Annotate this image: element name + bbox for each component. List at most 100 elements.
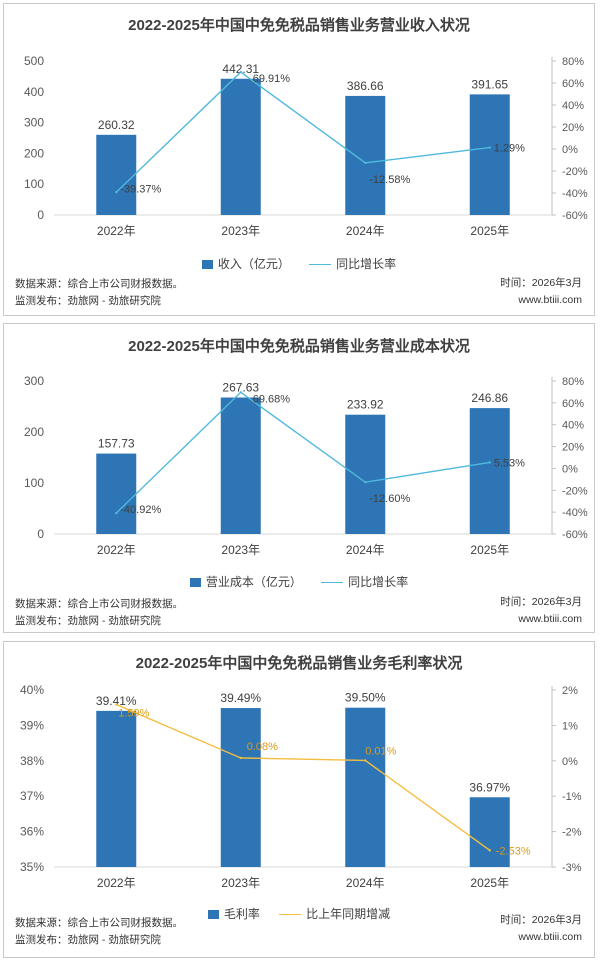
line-point	[364, 759, 367, 762]
line-point	[239, 70, 242, 74]
bar-value-label: 39.41%	[96, 694, 137, 708]
y-tick-label: 35%	[20, 860, 44, 874]
gross-margin-chart-panel: 40% 39% 38% 37% 36% 35% 2% 1% 0% -1% -2% -3% 39.41% 3…	[3, 641, 595, 958]
y-tick-label: 500	[24, 54, 44, 68]
legend-line-label: 同比增长率	[348, 575, 409, 589]
legend-line-label: 同比增长率	[336, 257, 397, 271]
bar-value-label: 442.31	[222, 62, 259, 76]
chart-legend: 毛利率 比上年同期增减	[4, 905, 594, 922]
site-line: www.btiii.com	[518, 931, 582, 943]
bar	[345, 414, 386, 534]
x-tick-label: 2024年	[346, 224, 385, 238]
line-value-label: 69.91%	[253, 73, 291, 85]
chart-legend: 收入（亿元） 同比增长率	[4, 255, 594, 272]
bar-value-label: 157.73	[98, 437, 135, 451]
line-series	[115, 391, 490, 514]
line-point	[488, 146, 491, 149]
bar	[96, 134, 137, 215]
line-value-label: -12.60%	[369, 493, 410, 505]
y-tick-label: 38%	[20, 754, 44, 768]
y-tick-label: 200	[24, 146, 44, 160]
y-tick-label: 200	[24, 425, 44, 439]
bar	[220, 708, 261, 867]
line-value-label: 69.68%	[253, 393, 291, 405]
line-value-label: 1.29%	[494, 143, 525, 155]
legend-item-line: 同比增长率	[321, 573, 408, 590]
bar	[469, 408, 510, 534]
y2-tick-label: 0%	[562, 756, 578, 768]
line-point	[364, 480, 367, 484]
x-tick-label: 2025年	[470, 224, 509, 238]
y-tick-label: 37%	[20, 789, 44, 803]
bar-value-label: 386.66	[347, 79, 384, 93]
y2-tick-label: 0%	[562, 463, 578, 475]
bar-value-label: 233.92	[347, 398, 384, 412]
x-tick-label: 2025年	[470, 876, 509, 890]
meta-note: 时间：2026年3月 www.btiii.com	[500, 275, 582, 309]
bar-value-label: 391.65	[471, 77, 508, 91]
date-line: 时间：2026年3月	[500, 596, 582, 608]
legend-line-swatch	[321, 582, 344, 584]
y2-tick-label: 80%	[562, 56, 584, 68]
y2-tick-label: 40%	[562, 420, 584, 432]
bar	[345, 95, 386, 215]
revenue-chart-panel: 500 400 300 200 100 0 80% 60% 40% 20% 0% -20% -40% -6…	[3, 3, 595, 316]
line-value-label: -2.53%	[496, 845, 531, 857]
y2-tick-label: 20%	[562, 122, 584, 134]
y2-tick-label: 40%	[562, 100, 584, 112]
y-tick-label: 100	[24, 476, 44, 490]
line-value-label: 0.01%	[365, 745, 396, 757]
cost-chart-panel: 300 200 100 0 80% 60% 40% 20% 0% -20% -40% -60% 157.…	[3, 323, 595, 633]
y-tick-label: 300	[24, 116, 44, 130]
bar-value-label: 39.50%	[345, 691, 386, 705]
line-value-label: -40.92%	[120, 504, 161, 516]
bar	[220, 397, 261, 534]
x-tick-label: 2024年	[346, 876, 385, 890]
x-tick-label: 2022年	[97, 543, 136, 557]
site-line: www.btiii.com	[518, 613, 582, 625]
site-line: www.btiii.com	[518, 294, 582, 306]
x-tick-label: 2024年	[346, 543, 385, 557]
bar-value-label: 36.97%	[469, 780, 510, 794]
y-tick-label: 400	[24, 85, 44, 99]
meta-note: 时间：2026年3月 www.btiii.com	[500, 912, 582, 946]
bar-value-label: 260.32	[98, 118, 135, 132]
line-point	[115, 191, 118, 194]
line-point	[488, 849, 491, 852]
line-point	[115, 511, 118, 515]
line-value-label: 5.53%	[494, 457, 525, 469]
y-tick-label: 39%	[20, 718, 44, 732]
source-note: 数据来源：综合上市公司财报数据。 监测发布：劲旅网 - 劲旅研究院	[15, 915, 183, 949]
y2-tick-label: -1%	[562, 791, 582, 803]
x-tick-label: 2023年	[221, 876, 260, 890]
line-value-label: 1.59%	[118, 708, 149, 720]
chart-title: 2022-2025年中国中免免税品销售业务营业收入状况	[128, 17, 470, 34]
y-tick-label: 100	[24, 177, 44, 191]
cost-chart: 300 200 100 0 80% 60% 40% 20% 0% -20% -40% -60% 157.…	[24, 374, 588, 557]
x-tick-label: 2023年	[221, 224, 260, 238]
y2-tick-label: 80%	[562, 376, 584, 388]
bar	[96, 710, 137, 867]
bar-value-label: 267.63	[222, 381, 259, 395]
revenue-chart: 500 400 300 200 100 0 80% 60% 40% 20% 0% -20% -40% -6…	[24, 54, 588, 238]
legend-bar-label: 收入（亿元）	[217, 257, 290, 271]
legend-bar-swatch	[189, 578, 201, 588]
source-line: 数据来源：综合上市公司财报数据。	[15, 917, 183, 929]
source-line: 数据来源：综合上市公司财报数据。	[15, 278, 183, 290]
legend-item-line: 同比增长率	[309, 255, 396, 272]
bar	[345, 707, 386, 867]
y2-tick-label: -3%	[562, 862, 582, 874]
source-note: 数据来源：综合上市公司财报数据。 监测发布：劲旅网 - 劲旅研究院	[15, 596, 183, 630]
line-value-label: -39.37%	[120, 183, 161, 195]
line-series	[115, 71, 490, 193]
bar	[220, 78, 261, 215]
y-tick-label: 0	[37, 208, 44, 222]
line-point	[115, 703, 118, 706]
publisher-line: 监测发布：劲旅网 - 劲旅研究院	[15, 295, 161, 307]
y-tick-label: 300	[24, 374, 44, 388]
publisher-line: 监测发布：劲旅网 - 劲旅研究院	[15, 934, 161, 946]
y-tick-label: 36%	[20, 825, 44, 839]
line-point	[239, 391, 242, 394]
y2-tick-label: -60%	[562, 529, 588, 541]
legend-bar-swatch	[201, 260, 213, 270]
